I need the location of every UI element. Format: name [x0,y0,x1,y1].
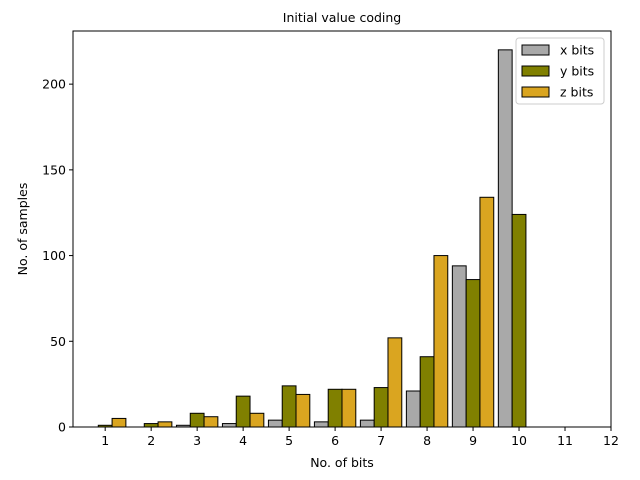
y-axis-label: No. of samples [15,183,30,276]
x-tick-label: 4 [239,433,247,448]
x-axis-label: No. of bits [310,455,374,470]
bar-x-bits-4 [221,423,237,428]
y-tick-label: 150 [42,162,66,177]
bar-z-bits-5 [295,393,311,428]
x-tick-label: 7 [377,433,385,448]
bar-y-bits-8 [419,356,435,428]
bar-x-bits-10 [497,49,513,428]
bar-y-bits-6 [327,388,343,428]
bar-y-bits-10 [511,213,527,428]
axes-frame [72,30,612,428]
legend: x bits y bits z bits [515,37,605,105]
chart-title: Initial value coding [283,10,401,25]
y-tick-label: 200 [42,77,66,92]
x-tick-label: 1 [101,433,109,448]
legend-swatch-y-bits [521,65,550,77]
x-tick-label: 11 [557,433,573,448]
legend-label-y-bits: y bits [560,64,594,79]
x-tick-label: 5 [285,433,293,448]
bar-z-bits-3 [203,416,219,428]
y-axis: 0 50 100 150 200 [42,77,73,435]
legend-label-x-bits: x bits [560,43,594,58]
bar-z-bits-6 [341,388,357,428]
bar-z-bits-4 [249,412,265,428]
x-axis: 1 2 3 4 5 6 7 8 9 10 11 12 [101,427,619,448]
x-tick-label: 3 [193,433,201,448]
bar-y-bits-2 [143,423,159,428]
legend-label-z-bits: z bits [560,85,593,100]
legend-swatch-x-bits [521,44,550,56]
bar-y-bits-7 [373,387,389,428]
bar-z-bits-7 [387,337,403,428]
bar-y-bits-3 [189,412,205,428]
x-tick-label: 6 [331,433,339,448]
x-tick-label: 10 [511,433,527,448]
bar-y-bits-4 [235,395,251,428]
bar-y-bits-9 [465,279,481,428]
bar-x-bits-5 [267,419,283,428]
bar-x-bits-7 [359,419,375,428]
bar-z-bits-1 [111,417,127,428]
bar-x-bits-6 [313,421,329,428]
legend-swatch-z-bits [521,86,550,98]
x-tick-label: 2 [147,433,155,448]
bar-z-bits-2 [157,421,173,428]
y-tick-label: 50 [50,334,66,349]
x-tick-label: 12 [603,433,619,448]
bar-z-bits-8 [433,255,449,428]
bar-x-bits-8 [405,390,421,428]
bar-x-bits-9 [451,265,467,428]
y-tick-label: 0 [58,420,66,435]
bar-y-bits-5 [281,385,297,428]
y-tick-label: 100 [42,248,66,263]
bar-z-bits-9 [479,196,495,428]
x-tick-label: 9 [469,433,477,448]
x-tick-label: 8 [423,433,431,448]
plot-area [97,49,527,428]
